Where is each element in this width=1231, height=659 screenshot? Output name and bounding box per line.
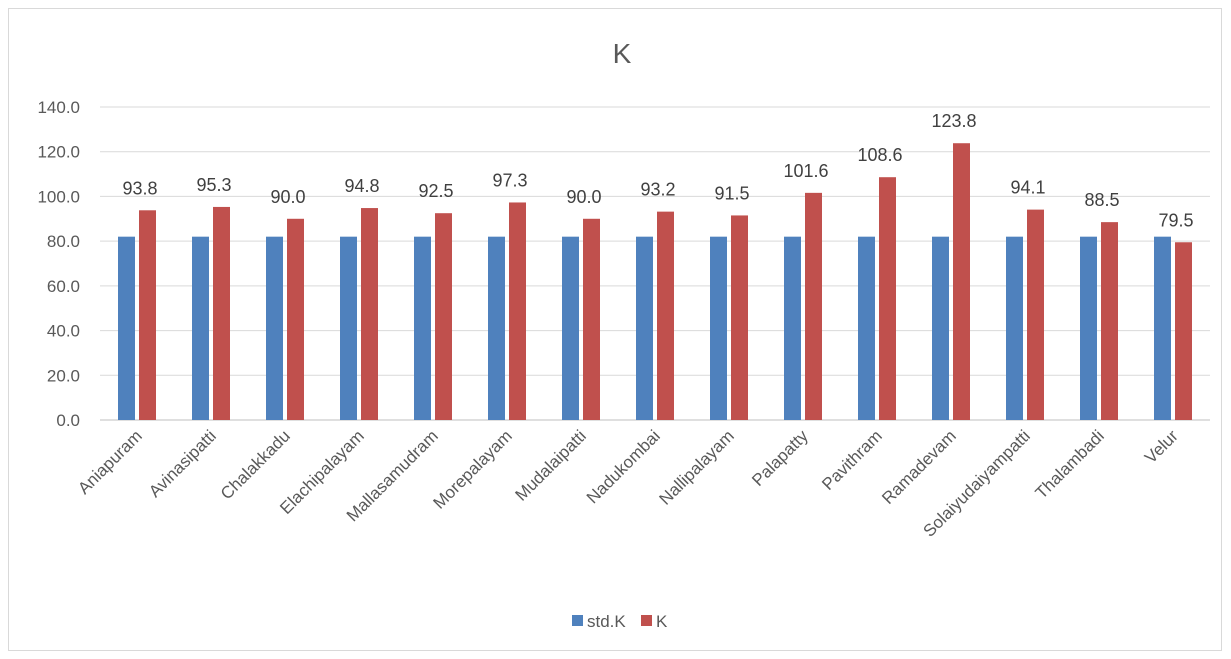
y-tick-label: 0.0 <box>56 411 80 430</box>
bar-std-k <box>932 236 949 420</box>
x-axis: Aniapuram AvinasipattiChalakkaduElachipal… <box>74 426 1182 541</box>
legend-label: std.K <box>587 612 626 631</box>
data-label: 88.5 <box>1084 190 1119 210</box>
data-label: 91.5 <box>714 183 749 203</box>
bar-std-k <box>414 236 431 420</box>
y-tick-label: 20.0 <box>47 366 80 385</box>
data-label: 95.3 <box>196 175 231 195</box>
data-label: 92.5 <box>418 181 453 201</box>
bar-k <box>139 210 156 420</box>
x-tick-label: Nadukombai <box>583 426 664 507</box>
bar-k <box>805 192 822 420</box>
data-label: 94.1 <box>1010 178 1045 198</box>
bar-k <box>657 211 674 420</box>
x-tick-label: Thalambadi <box>1032 426 1108 502</box>
x-tick-label: Nallipalayam <box>656 426 738 508</box>
bar-std-k <box>488 236 505 420</box>
bar-std-k <box>1080 236 1097 420</box>
y-tick-label: 60.0 <box>47 277 80 296</box>
chart-title: K <box>613 38 632 69</box>
data-label: 94.8 <box>344 176 379 196</box>
data-label: 93.8 <box>122 178 157 198</box>
bar-k <box>287 218 304 420</box>
bar-std-k <box>1006 236 1023 420</box>
y-tick-label: 120.0 <box>37 143 80 162</box>
bar-std-k <box>266 236 283 420</box>
x-tick-label: Chalakkadu <box>217 426 294 503</box>
data-label: 90.0 <box>566 187 601 207</box>
bar-k <box>1175 242 1192 420</box>
y-tick-label: 100.0 <box>37 187 80 206</box>
x-tick-label: Aniapuram <box>74 426 146 498</box>
legend-swatch <box>572 615 583 626</box>
legend: std.K K <box>572 612 668 631</box>
x-tick-label: Mudalaipatti <box>512 426 590 504</box>
bar-k <box>879 177 896 420</box>
x-tick-label: Palapatty <box>748 426 812 490</box>
bar-std-k <box>858 236 875 420</box>
legend-swatch <box>641 615 652 626</box>
x-tick-label: Morepalayam <box>430 426 516 512</box>
x-tick-label: Ramadevam <box>878 426 960 508</box>
bar-k <box>435 213 452 420</box>
legend-label: K <box>656 612 668 631</box>
data-label: 123.8 <box>931 111 976 131</box>
data-label: 97.3 <box>492 170 527 190</box>
x-tick-label: Velur <box>1141 426 1182 467</box>
bar-k <box>1101 222 1118 420</box>
data-label: 93.2 <box>640 180 675 200</box>
data-labels: 93.8 95.3 90.0 94.8 92.5 97.3 90.0 93.2 91.5 101.… <box>122 111 1193 230</box>
data-label: 79.5 <box>1158 210 1193 230</box>
bar-std-k <box>118 236 135 420</box>
bar-std-k <box>710 236 727 420</box>
y-tick-label: 140.0 <box>37 98 80 117</box>
x-tick-label: Pavithram <box>818 426 886 494</box>
y-tick-label: 80.0 <box>47 232 80 251</box>
bar-k <box>1027 209 1044 420</box>
data-label: 101.6 <box>783 161 828 181</box>
bar-k <box>953 143 970 420</box>
bar-k <box>361 208 378 420</box>
gridlines <box>100 106 1210 421</box>
bar-k <box>731 215 748 420</box>
bar-k <box>509 202 526 420</box>
bar-k <box>583 218 600 420</box>
data-label: 90.0 <box>270 187 305 207</box>
bar-std-k <box>192 236 209 420</box>
bar-std-k <box>1154 236 1171 420</box>
bar-std-k <box>562 236 579 420</box>
bars <box>118 143 1192 420</box>
y-axis: 0.0 20.0 40.0 60.0 80.0 100.0 120.0 140.0 <box>37 98 80 430</box>
bar-std-k <box>636 236 653 420</box>
bar-std-k <box>340 236 357 420</box>
x-tick-label: Avinasipatti <box>145 426 220 501</box>
bar-std-k <box>784 236 801 420</box>
data-label: 108.6 <box>857 145 902 165</box>
y-tick-label: 40.0 <box>47 322 80 341</box>
bar-k <box>213 206 230 420</box>
